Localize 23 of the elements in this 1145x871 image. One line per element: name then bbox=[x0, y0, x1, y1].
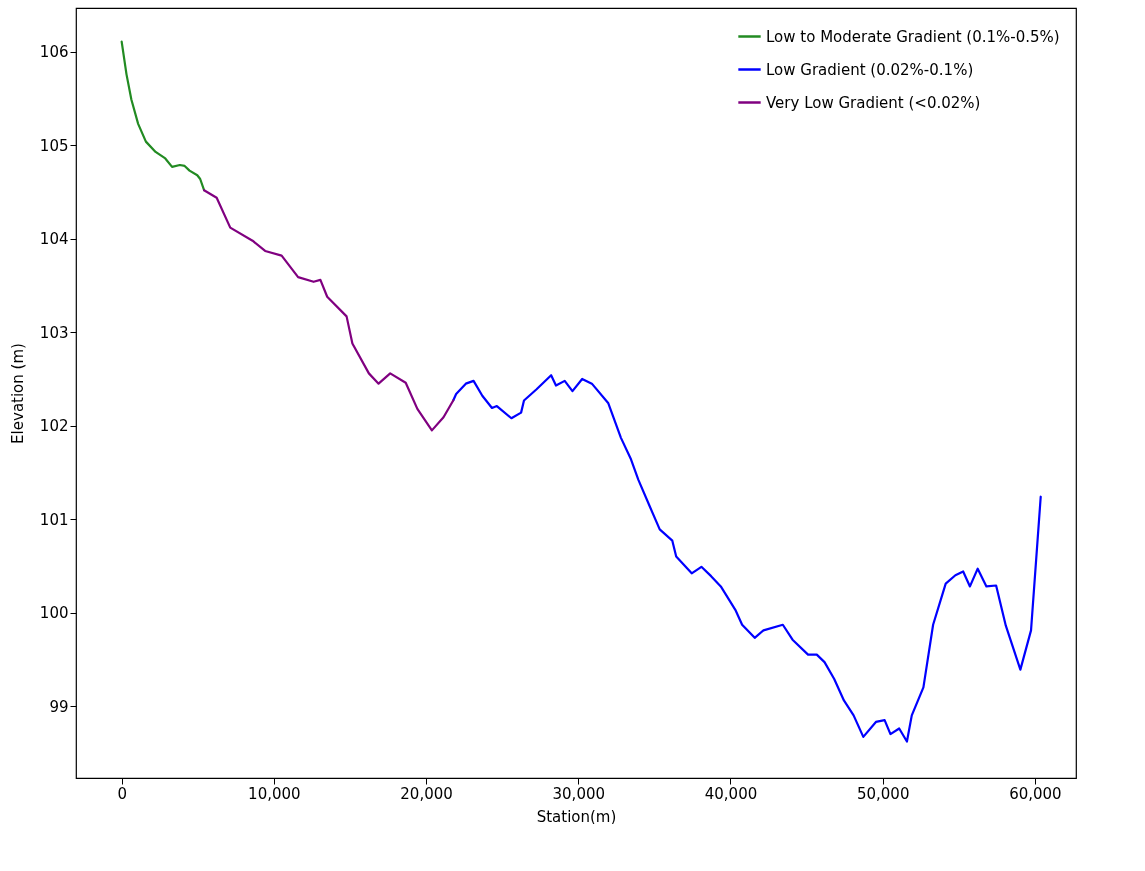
x-tick-label: 20,000 bbox=[400, 784, 453, 803]
x-tick-label: 10,000 bbox=[248, 784, 301, 803]
x-tick-label: 0 bbox=[117, 784, 127, 803]
x-axis-title: Station(m) bbox=[536, 807, 617, 826]
y-tick-label: 99 bbox=[49, 697, 69, 716]
legend-label: Very Low Gradient (<0.02%) bbox=[766, 93, 981, 112]
line-series bbox=[202, 189, 455, 432]
x-tick-label: 30,000 bbox=[552, 784, 606, 803]
x-tick-label: 60,000 bbox=[1009, 784, 1062, 803]
y-tick-label: 105 bbox=[39, 136, 69, 155]
y-tick-label: 106 bbox=[39, 43, 69, 62]
legend-label: Low to Moderate Gradient (0.1%-0.5%) bbox=[766, 27, 1060, 46]
y-axis-title: Elevation (m) bbox=[8, 343, 27, 444]
legend-label: Low Gradient (0.02%-0.1%) bbox=[766, 60, 974, 79]
y-tick-label: 104 bbox=[39, 230, 69, 249]
x-tick-label: 40,000 bbox=[704, 784, 758, 803]
y-tick-label: 103 bbox=[39, 323, 69, 342]
y-tick-label: 101 bbox=[39, 510, 69, 529]
line-series bbox=[452, 374, 1042, 743]
line-series bbox=[120, 40, 206, 192]
x-tick-label: 50,000 bbox=[856, 784, 910, 803]
y-tick-label: 100 bbox=[39, 604, 69, 623]
y-tick-label: 102 bbox=[39, 417, 69, 436]
